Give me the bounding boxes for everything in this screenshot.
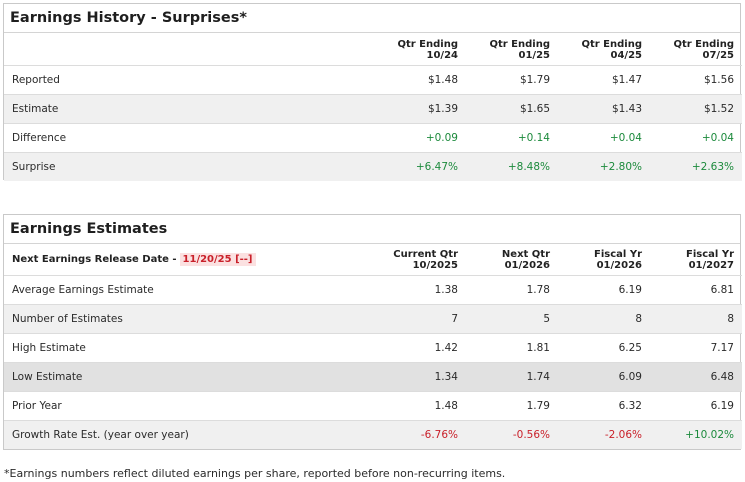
- row-label: Prior Year: [4, 390, 374, 420]
- cell-value: $1.47: [558, 64, 650, 94]
- cell-value: +2.80%: [558, 151, 650, 181]
- row-label: Surprise: [4, 151, 374, 181]
- cell-value: 1.81: [466, 332, 558, 362]
- cell-value: 1.79: [466, 390, 558, 420]
- row-label: Estimate: [4, 93, 374, 123]
- release-label-text: Next Earnings Release Date -: [12, 253, 177, 265]
- row-label: Growth Rate Est. (year over year): [4, 419, 374, 449]
- column-header-fiscal-yr-2027: Fiscal Yr 01/2027: [686, 248, 734, 271]
- table-row-surprise: Surprise +6.47% +8.48% +2.80% +2.63%: [4, 151, 742, 181]
- column-header-qtr-07-25: Qtr Ending 07/25: [673, 38, 734, 61]
- table-row-average-estimate: Average Earnings Estimate 1.38 1.78 6.19…: [4, 274, 742, 304]
- table-header-row: Qtr Ending 10/24 Qtr Ending 01/25 Qtr Endi…: [4, 33, 742, 65]
- cell-value: -0.56%: [466, 419, 558, 449]
- cell-value: 6.48: [650, 361, 742, 391]
- cell-value: 6.81: [650, 274, 742, 304]
- column-header-qtr-10-24: Qtr Ending 10/24: [397, 38, 458, 61]
- cell-value: 7: [374, 303, 466, 333]
- row-label: Reported: [4, 64, 374, 94]
- cell-value: +2.63%: [650, 151, 742, 181]
- cell-value: 1.42: [374, 332, 466, 362]
- cell-value: 6.25: [558, 332, 650, 362]
- cell-value: 6.09: [558, 361, 650, 391]
- table-row-estimate: Estimate $1.39 $1.65 $1.43 $1.52: [4, 93, 742, 123]
- cell-value: 1.74: [466, 361, 558, 391]
- table-row-reported: Reported $1.48 $1.79 $1.47 $1.56: [4, 64, 742, 94]
- column-header-fiscal-yr-2026: Fiscal Yr 01/2026: [594, 248, 642, 271]
- row-label: Difference: [4, 122, 374, 152]
- cell-value: 8: [650, 303, 742, 333]
- row-label: High Estimate: [4, 332, 374, 362]
- cell-value: +0.04: [558, 122, 650, 152]
- row-label: Low Estimate: [4, 361, 374, 391]
- cell-value: 1.38: [374, 274, 466, 304]
- cell-value: +8.48%: [466, 151, 558, 181]
- cell-value: 1.48: [374, 390, 466, 420]
- next-release-label: Next Earnings Release Date -11/20/25 [--…: [4, 244, 374, 275]
- release-date-link[interactable]: 11/20/25 [--]: [179, 252, 256, 266]
- table-row-growth-rate: Growth Rate Est. (year over year) -6.76%…: [4, 419, 742, 449]
- cell-value: 6.32: [558, 390, 650, 420]
- cell-value: $1.56: [650, 64, 742, 94]
- column-header-qtr-04-25: Qtr Ending 04/25: [581, 38, 642, 61]
- cell-value: $1.48: [374, 64, 466, 94]
- earnings-history-table: Qtr Ending 10/24 Qtr Ending 01/25 Qtr Endi…: [4, 33, 742, 181]
- cell-value: $1.79: [466, 64, 558, 94]
- earnings-estimates-title: Earnings Estimates: [4, 215, 740, 244]
- row-label: Number of Estimates: [4, 303, 374, 333]
- earnings-estimates-panel: Earnings Estimates Next Earnings Release…: [3, 214, 742, 450]
- cell-value: 6.19: [558, 274, 650, 304]
- cell-value: 8: [558, 303, 650, 333]
- cell-value: +6.47%: [374, 151, 466, 181]
- earnings-history-title: Earnings History - Surprises*: [4, 4, 740, 33]
- footnote: *Earnings numbers reflect diluted earnin…: [4, 467, 506, 480]
- table-header-row: Next Earnings Release Date -11/20/25 [--…: [4, 244, 742, 275]
- cell-value: 7.17: [650, 332, 742, 362]
- column-header-qtr-01-25: Qtr Ending 01/25: [489, 38, 550, 61]
- table-row-high-estimate: High Estimate 1.42 1.81 6.25 7.17: [4, 332, 742, 362]
- cell-value: 1.78: [466, 274, 558, 304]
- header-spacer: [4, 33, 374, 65]
- row-label: Average Earnings Estimate: [4, 274, 374, 304]
- cell-value: +10.02%: [650, 419, 742, 449]
- earnings-estimates-table: Next Earnings Release Date -11/20/25 [--…: [4, 244, 742, 449]
- cell-value: +0.04: [650, 122, 742, 152]
- cell-value: -6.76%: [374, 419, 466, 449]
- cell-value: 1.34: [374, 361, 466, 391]
- cell-value: 6.19: [650, 390, 742, 420]
- table-row-number-of-estimates: Number of Estimates 7 5 8 8: [4, 303, 742, 333]
- table-row-low-estimate: Low Estimate 1.34 1.74 6.09 6.48: [4, 361, 742, 391]
- cell-value: $1.43: [558, 93, 650, 123]
- cell-value: $1.52: [650, 93, 742, 123]
- cell-value: $1.65: [466, 93, 558, 123]
- earnings-history-panel: Earnings History - Surprises* Qtr Ending…: [3, 3, 742, 181]
- cell-value: $1.39: [374, 93, 466, 123]
- column-header-current-qtr: Current Qtr 10/2025: [393, 248, 458, 271]
- table-row-difference: Difference +0.09 +0.14 +0.04 +0.04: [4, 122, 742, 152]
- cell-value: 5: [466, 303, 558, 333]
- cell-value: +0.14: [466, 122, 558, 152]
- cell-value: -2.06%: [558, 419, 650, 449]
- table-row-prior-year: Prior Year 1.48 1.79 6.32 6.19: [4, 390, 742, 420]
- column-header-next-qtr: Next Qtr 01/2026: [501, 248, 550, 271]
- cell-value: +0.09: [374, 122, 466, 152]
